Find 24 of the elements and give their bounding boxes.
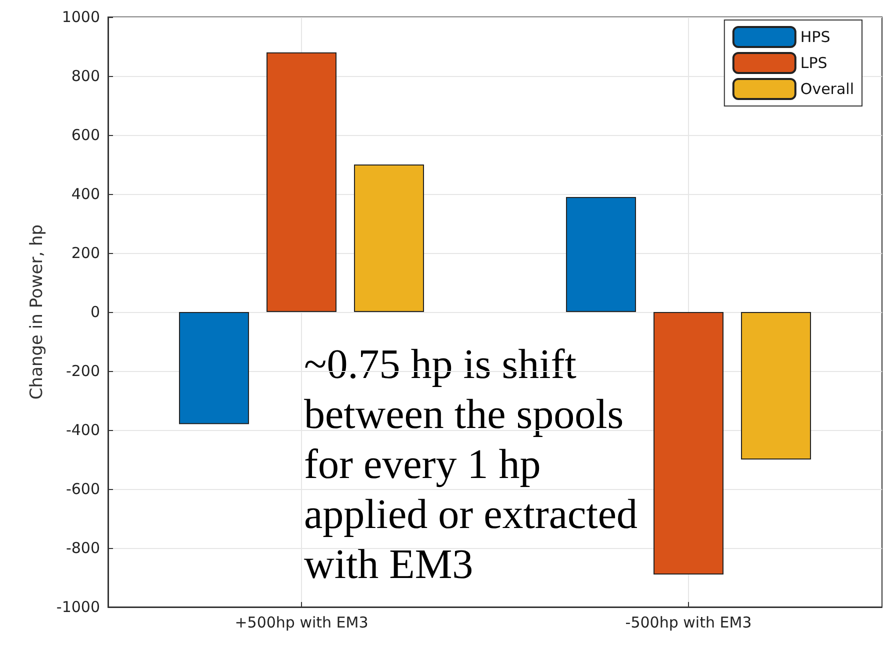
bar <box>179 312 249 424</box>
bar <box>741 312 811 460</box>
y-tick-label: -400 <box>66 421 100 439</box>
legend-label: LPS <box>800 54 828 72</box>
bar <box>566 196 636 312</box>
y-tick-label: 800 <box>71 67 100 85</box>
y-tick-label: 0 <box>90 303 100 321</box>
legend-label: Overall <box>800 80 854 98</box>
y-tick-label: -800 <box>66 539 100 557</box>
y-tick-label: 200 <box>71 244 100 262</box>
y-tick-label: 600 <box>71 126 100 144</box>
y-tick-label: 400 <box>71 185 100 203</box>
y-axis-title: Change in Power, hp <box>27 224 48 400</box>
y-tick-label: -600 <box>66 480 100 498</box>
x-tick-label: -500hp with EM3 <box>625 614 752 632</box>
annotation: ~0.75 hp is shift between the spools for every 1 hp applied or extracted with EM3 <box>304 342 638 588</box>
bar <box>354 164 424 312</box>
y-tick-label: 1000 <box>62 8 100 26</box>
y-tick-label: -1000 <box>56 598 100 616</box>
legend-label: HPS <box>800 28 830 46</box>
x-tick-label: +500hp with EM3 <box>234 614 368 632</box>
bar <box>266 52 336 312</box>
bar <box>654 312 724 575</box>
y-tick-label: -200 <box>66 362 100 380</box>
